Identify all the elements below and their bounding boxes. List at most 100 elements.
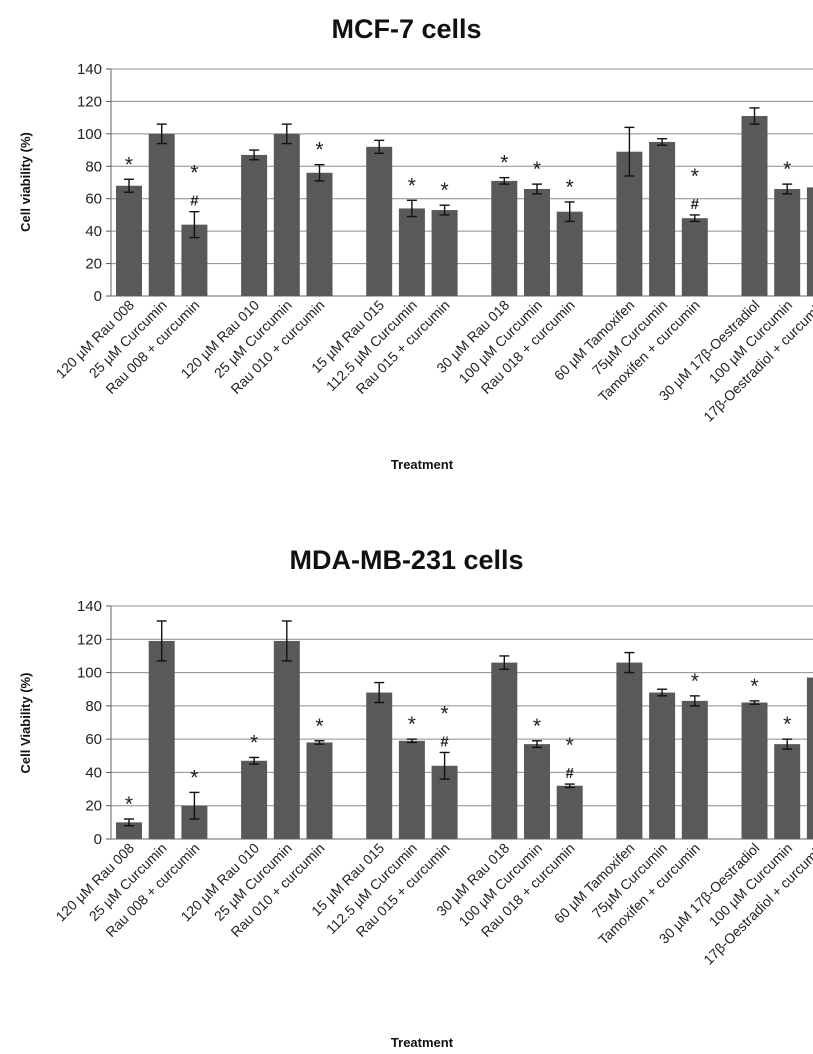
error-bar <box>189 210 200 239</box>
significance-asterisk: * <box>533 715 541 738</box>
error-bar <box>532 183 542 195</box>
y-tick-label: 40 <box>85 223 102 240</box>
error-bar <box>657 688 668 697</box>
y-tick-label: 60 <box>85 731 102 748</box>
bar <box>806 187 813 296</box>
error-bar <box>782 738 793 750</box>
bar <box>556 211 583 296</box>
significance-asterisk: * <box>533 158 541 181</box>
error-bar <box>374 681 385 704</box>
significance-asterisk: * <box>315 139 323 162</box>
error-bar <box>124 818 134 827</box>
bar <box>806 677 813 839</box>
y-tick-label: 80 <box>85 698 102 715</box>
error-bar <box>499 655 510 670</box>
significance-hash: # <box>691 196 700 213</box>
significance-asterisk: * <box>190 162 198 185</box>
bar <box>241 760 268 839</box>
y-tick-label: 140 <box>77 598 102 615</box>
y-tick-label: 20 <box>85 798 102 815</box>
error-bar <box>156 123 167 145</box>
significance-asterisk: * <box>190 766 198 789</box>
error-bar <box>249 756 260 765</box>
bar <box>366 692 393 839</box>
significance-asterisk: * <box>566 176 574 199</box>
category-label: 17β-Oestradiol + curcumin <box>700 840 813 968</box>
error-bar <box>281 123 292 145</box>
mcf7-chart: MCF-7 cells 0 20 40 60 80 100 120 140 * 120 µM Ra… <box>0 0 813 510</box>
error-bar <box>439 204 450 216</box>
error-bar <box>314 163 325 182</box>
bar <box>524 744 550 839</box>
significance-asterisk: * <box>250 731 258 754</box>
y-tick-label: 100 <box>77 126 102 143</box>
error-bar <box>564 783 575 789</box>
bar <box>649 692 676 839</box>
y-tick-label: 120 <box>77 631 102 648</box>
error-bar <box>439 751 450 780</box>
significance-asterisk: * <box>783 158 791 181</box>
y-tick-label: 0 <box>94 288 102 305</box>
bar <box>398 208 425 296</box>
error-bar <box>374 139 385 155</box>
y-tick-label: 100 <box>77 665 102 682</box>
category-label: 17β-Oestradiol + curcumin <box>700 297 813 425</box>
y-tick-label: 0 <box>94 831 102 848</box>
error-bar <box>749 107 760 125</box>
bar <box>148 640 175 839</box>
significance-asterisk: * <box>691 670 699 693</box>
bar <box>273 640 300 839</box>
bar <box>774 188 801 296</box>
bar <box>741 116 768 297</box>
error-bar <box>249 149 260 161</box>
significance-hash: # <box>566 765 575 782</box>
error-bar <box>657 138 668 146</box>
bar <box>241 154 268 296</box>
bar <box>741 702 768 839</box>
significance-hash: # <box>190 193 199 210</box>
significance-asterisk: * <box>750 675 758 698</box>
bar <box>774 744 801 839</box>
bar <box>491 662 518 839</box>
y-tick-label: 80 <box>85 158 102 175</box>
chart-title: MCF-7 cells <box>331 14 482 44</box>
error-bar <box>189 791 200 820</box>
significance-asterisk: * <box>441 179 449 202</box>
error-bar <box>782 183 793 195</box>
error-bar <box>281 620 292 662</box>
bar <box>431 210 458 296</box>
error-bar <box>156 620 167 662</box>
error-bar <box>624 126 635 177</box>
significance-asterisk: * <box>125 153 133 176</box>
y-axis-title: Cell Viability (%) <box>18 673 33 774</box>
error-bar <box>689 695 700 707</box>
y-tick-label: 140 <box>77 61 102 78</box>
error-bar <box>406 738 417 744</box>
significance-asterisk: * <box>441 702 449 725</box>
mdamb231-chart: MDA-MB-231 cells 0 20 40 60 80 100 120 140 * 120 … <box>0 525 813 1054</box>
error-bar <box>314 740 325 745</box>
bar <box>273 133 300 296</box>
significance-hash: # <box>440 733 449 750</box>
bar <box>116 822 142 839</box>
y-tick-label: 120 <box>77 93 102 110</box>
x-axis-title: Treatment <box>391 457 454 472</box>
error-bar <box>564 201 575 223</box>
significance-asterisk: * <box>500 152 508 175</box>
bar <box>116 185 142 296</box>
error-bar <box>624 651 635 674</box>
error-bar <box>749 700 760 705</box>
significance-asterisk: * <box>408 174 416 197</box>
error-bar <box>689 214 700 223</box>
bar <box>524 188 550 296</box>
significance-asterisk: * <box>125 793 133 816</box>
significance-asterisk: * <box>408 713 416 736</box>
bar <box>681 218 708 296</box>
bar <box>366 146 393 296</box>
significance-asterisk: * <box>783 713 791 736</box>
bar <box>306 172 333 296</box>
y-tick-label: 40 <box>85 764 102 781</box>
bar <box>398 740 425 839</box>
